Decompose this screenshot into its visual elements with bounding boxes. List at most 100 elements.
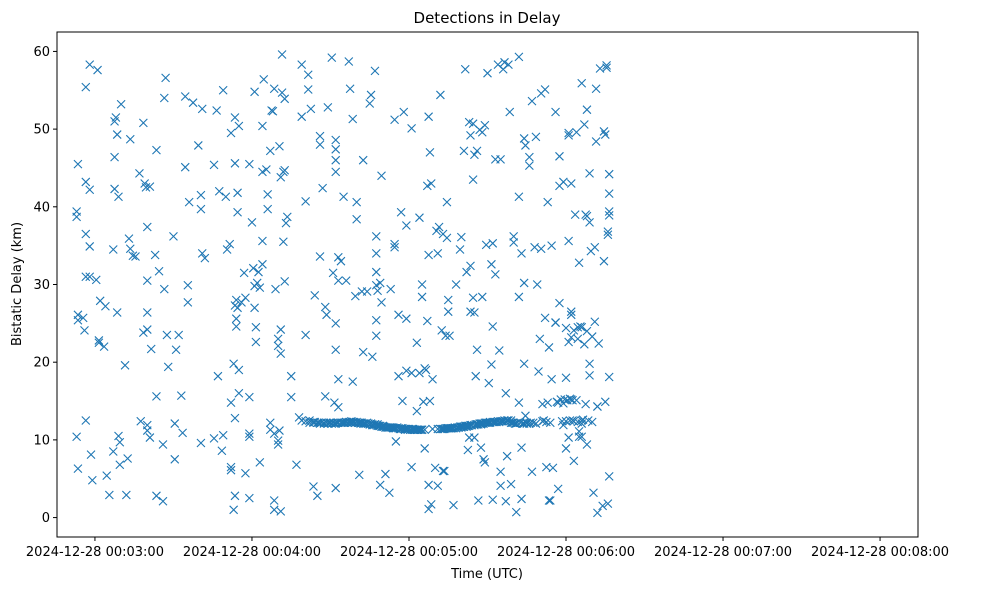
detection-point xyxy=(322,310,331,320)
detection-point xyxy=(593,508,602,518)
detection-point xyxy=(574,258,584,268)
detection-point xyxy=(183,280,193,290)
detection-point xyxy=(466,130,475,140)
detection-point xyxy=(573,334,583,344)
detection-point xyxy=(81,82,91,92)
detection-point xyxy=(577,322,587,332)
detection-point xyxy=(371,315,381,325)
detection-point xyxy=(178,428,188,438)
detection-point xyxy=(251,337,261,347)
detection-point xyxy=(422,181,432,191)
detection-point xyxy=(259,75,269,84)
detection-point xyxy=(301,330,311,340)
detection-point xyxy=(275,141,284,151)
y-tick-label: 10 xyxy=(33,433,50,448)
detection-point xyxy=(582,105,592,115)
detection-point xyxy=(371,331,381,341)
detection-point xyxy=(401,221,411,230)
detection-point xyxy=(462,267,471,277)
detection-point xyxy=(170,454,180,464)
detection-point xyxy=(470,433,479,442)
detection-point xyxy=(386,284,396,294)
detection-point xyxy=(434,222,444,232)
detection-point xyxy=(115,460,125,470)
detection-point xyxy=(286,371,296,381)
detection-point xyxy=(170,419,180,428)
detection-point xyxy=(352,197,362,207)
detection-point xyxy=(188,98,198,108)
detection-point xyxy=(424,112,434,122)
detection-point xyxy=(244,429,254,439)
detection-point xyxy=(535,334,545,344)
detection-point xyxy=(604,169,614,179)
detection-point xyxy=(594,339,604,348)
y-axis: 0 10 20 30 40 50 60 xyxy=(33,45,57,526)
detection-point xyxy=(104,490,114,500)
detection-point xyxy=(422,316,432,326)
detection-point xyxy=(470,308,479,317)
detection-point xyxy=(271,284,280,294)
detection-point xyxy=(327,53,337,63)
detection-point xyxy=(468,293,478,303)
detection-point xyxy=(413,425,423,435)
detection-point xyxy=(417,292,427,302)
detection-point xyxy=(154,266,164,276)
detection-point xyxy=(488,495,498,505)
detection-point xyxy=(527,96,537,106)
detection-point xyxy=(94,336,104,345)
detection-point xyxy=(234,365,244,375)
detection-point xyxy=(424,480,434,490)
detection-point xyxy=(229,505,239,515)
detection-point xyxy=(258,121,267,131)
detection-point xyxy=(519,134,529,143)
detection-point xyxy=(135,169,144,178)
detection-point xyxy=(331,318,341,328)
detection-point xyxy=(449,500,458,510)
detection-point xyxy=(479,454,488,464)
detection-point xyxy=(231,322,241,331)
detection-point xyxy=(599,127,609,136)
detection-point xyxy=(517,249,526,258)
detection-point xyxy=(108,245,118,254)
detection-point xyxy=(401,314,411,324)
detection-point xyxy=(313,491,322,501)
detection-point xyxy=(222,245,232,254)
detection-point xyxy=(229,359,239,369)
detection-point xyxy=(278,237,288,247)
detection-point xyxy=(131,252,140,261)
detection-point xyxy=(547,241,557,251)
detection-point xyxy=(564,337,574,347)
detection-point xyxy=(244,159,254,169)
detection-point xyxy=(524,152,534,162)
detection-point xyxy=(226,398,236,407)
detection-point xyxy=(333,276,343,286)
detection-point xyxy=(441,331,451,341)
detection-point xyxy=(371,280,381,290)
detection-point xyxy=(78,313,88,323)
detection-point xyxy=(323,102,333,112)
detection-point xyxy=(564,130,574,140)
detection-point xyxy=(438,466,448,476)
detection-point xyxy=(123,454,133,463)
detection-point xyxy=(547,374,557,384)
detection-point xyxy=(384,488,394,498)
detection-point xyxy=(561,444,571,453)
detection-point xyxy=(496,481,505,491)
detection-point xyxy=(336,256,346,266)
detection-point xyxy=(331,144,341,154)
detection-point xyxy=(110,184,119,194)
detection-point xyxy=(255,283,265,292)
detection-point xyxy=(420,425,430,435)
detection-point xyxy=(517,494,526,504)
detection-point xyxy=(602,63,611,73)
detection-point xyxy=(412,406,422,416)
x-axis-title: Time (UTC) xyxy=(450,567,523,582)
detection-point xyxy=(488,322,498,331)
detection-point xyxy=(231,295,241,305)
detection-point xyxy=(470,150,479,160)
detection-point xyxy=(162,330,172,340)
detection-point xyxy=(81,177,91,187)
detection-point xyxy=(265,418,275,428)
detection-point xyxy=(506,479,516,489)
detection-point xyxy=(476,443,486,453)
